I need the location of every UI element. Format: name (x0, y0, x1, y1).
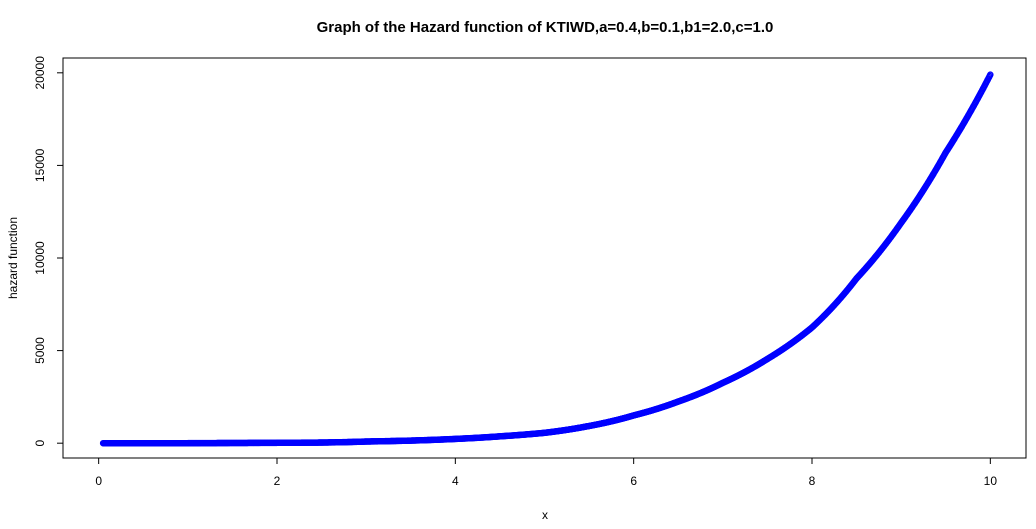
y-axis: 0 5000 10000 15000 20000 (33, 56, 64, 447)
data-points (99, 71, 994, 447)
y-axis-label: hazard function (6, 217, 20, 299)
x-tick-label: 10 (984, 474, 998, 488)
x-tick-label: 6 (630, 474, 637, 488)
x-axis: 0 2 4 6 8 10 (95, 457, 998, 488)
data-point (987, 71, 994, 78)
x-tick-label: 0 (95, 474, 102, 488)
y-tick-label: 5000 (33, 337, 47, 364)
x-tick-label: 8 (809, 474, 816, 488)
x-axis-label: x (542, 508, 548, 522)
plot-frame (62, 57, 1027, 459)
y-tick-label: 15000 (33, 148, 47, 182)
x-tick-label: 2 (274, 474, 281, 488)
y-tick-label: 0 (33, 440, 47, 447)
chart-title: Graph of the Hazard function of KTIWD,a=… (317, 19, 774, 36)
x-tick-label: 4 (452, 474, 459, 488)
y-tick-label: 10000 (33, 241, 47, 275)
y-tick-label: 20000 (33, 56, 47, 90)
